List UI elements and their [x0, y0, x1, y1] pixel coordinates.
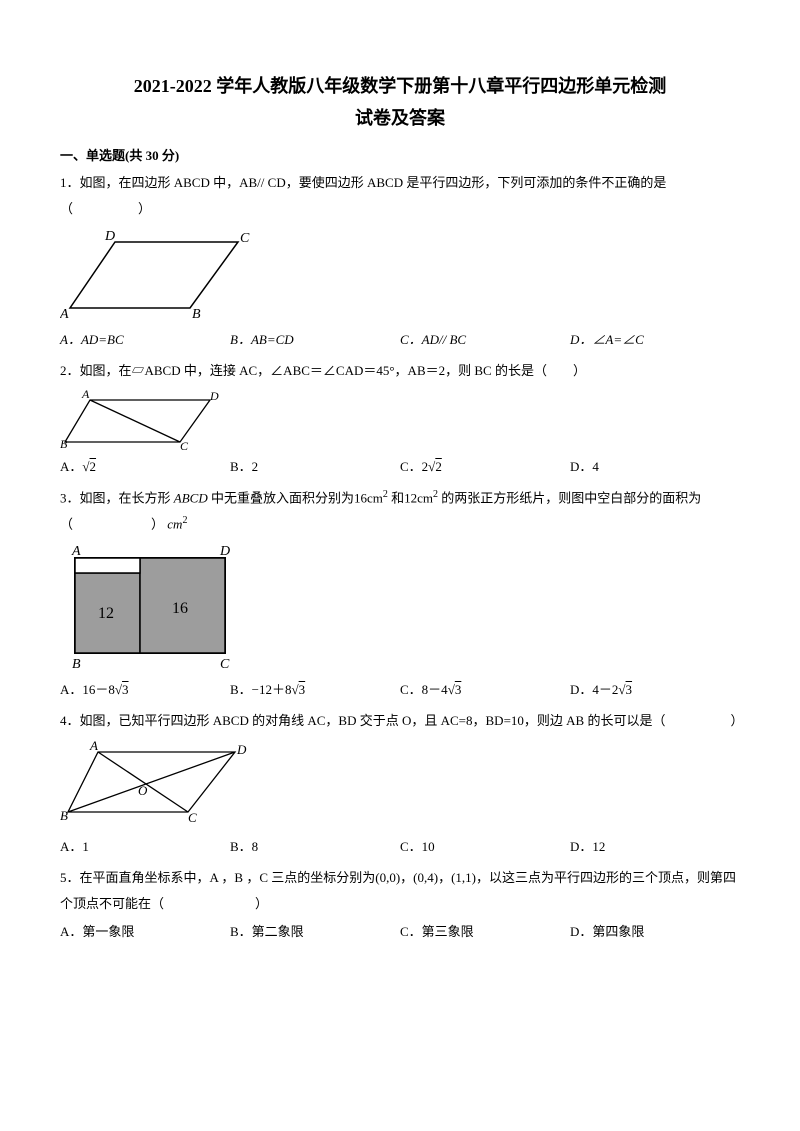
q3-B-p: B．	[230, 682, 252, 697]
q2-options: A．√2 B．2 C．2√2 D．4	[60, 456, 740, 475]
q1-optA: A．AD=BC	[60, 329, 230, 348]
q3-B-v: −12＋8	[252, 682, 292, 697]
q2-optB: B．2	[230, 456, 400, 475]
q1-optD: D．∠A=∠C	[570, 329, 740, 348]
q2-A-rad: 2	[90, 459, 97, 474]
svg-text:D: D	[209, 390, 219, 403]
q3-C-r: 3	[455, 682, 462, 697]
svg-text:C: C	[220, 657, 230, 672]
q2-text: 2．如图，在▱ABCD 中，连接 AC，∠ABC＝∠CAD＝45°，AB＝2，则…	[60, 358, 740, 384]
svg-text:B: B	[72, 657, 81, 672]
q2-optA: A．√2	[60, 456, 230, 475]
q5-options: A．第一象限 B．第二象限 C．第三象限 D．第四象限	[60, 921, 740, 940]
svg-text:A: A	[81, 390, 90, 401]
q2-optD: D．4	[570, 456, 740, 475]
q5-text: 5．在平面直角坐标系中，A ，B ，C 三点的坐标分别为(0,0)，(0,4)，…	[60, 865, 740, 917]
svg-text:A: A	[89, 740, 98, 753]
svg-text:B: B	[60, 437, 68, 450]
q3-abcd: ABCD	[174, 490, 208, 505]
q3-figure: 12 16 A D B C	[60, 543, 740, 673]
q4-figure: A D B C O	[60, 740, 740, 830]
q2-C-pre: C．2	[400, 459, 428, 474]
q3-mid1: 中无重叠放入面积分别为	[208, 490, 354, 505]
svg-text:C: C	[188, 810, 197, 825]
q3-v2: 12cm	[404, 490, 433, 505]
q2-optC: C．2√2	[400, 456, 570, 475]
q3-A-v: 16－8	[82, 682, 115, 697]
q3-C-p: C．	[400, 682, 422, 697]
svg-text:D: D	[236, 742, 247, 757]
q3-A-p: A．	[60, 682, 82, 697]
q4-optA: A．1	[60, 836, 230, 855]
svg-text:A: A	[71, 544, 81, 559]
q3-optD: D．4－2√3	[570, 679, 740, 698]
q3-D-p: D．	[570, 682, 592, 697]
title-line1: 2021-2022 学年人教版八年级数学下册第十八章平行四边形单元检测	[60, 70, 740, 102]
q3-pre: 3．如图，在长方形	[60, 490, 174, 505]
q3-unit: cm	[167, 516, 182, 531]
svg-text:A: A	[60, 307, 69, 322]
q1-text: 1．如图，在四边形 ABCD 中，AB// CD，要使四边形 ABCD 是平行四…	[60, 170, 740, 222]
title: 2021-2022 学年人教版八年级数学下册第十八章平行四边形单元检测 试卷及答…	[60, 70, 740, 135]
q3-optB: B．−12＋8√3	[230, 679, 400, 698]
q3-optC: C．8－4√3	[400, 679, 570, 698]
q1-options: A．AD=BC B．AB=CD C．AD// BC D．∠A=∠C	[60, 329, 740, 348]
q3-C-v: 8－4	[422, 682, 448, 697]
q2-C-rad: 2	[435, 459, 442, 474]
q3-D-r: 3	[626, 682, 633, 697]
q1-optC: C．AD// BC	[400, 329, 570, 348]
svg-text:C: C	[180, 439, 189, 450]
svg-text:12: 12	[98, 605, 114, 622]
svg-text:D: D	[104, 229, 115, 244]
q1-figure: A B C D	[60, 228, 740, 323]
q3-optA: A．16－8√3	[60, 679, 230, 698]
section-head: 一、单选题(共 30 分)	[60, 145, 740, 164]
q2-A-pre: A．	[60, 459, 82, 474]
q3-mid2: 和	[388, 490, 404, 505]
q3-v1: 16cm	[354, 490, 383, 505]
svg-text:O: O	[138, 783, 148, 798]
svg-text:16: 16	[172, 600, 188, 617]
svg-text:B: B	[60, 808, 68, 823]
q3-A-r: 3	[122, 682, 129, 697]
q4-text: 4．如图，已知平行四边形 ABCD 的对角线 AC，BD 交于点 O，且 AC=…	[60, 708, 740, 734]
q4-optD: D．12	[570, 836, 740, 855]
q4-optB: B．8	[230, 836, 400, 855]
q3-options: A．16－8√3 B．−12＋8√3 C．8－4√3 D．4－2√3	[60, 679, 740, 698]
q5-optD: D．第四象限	[570, 921, 740, 940]
title-line2: 试卷及答案	[60, 102, 740, 134]
q5-optA: A．第一象限	[60, 921, 230, 940]
q5-optB: B．第二象限	[230, 921, 400, 940]
q5-optC: C．第三象限	[400, 921, 570, 940]
q1-optB: B．AB=CD	[230, 329, 400, 348]
exam-page: 2021-2022 学年人教版八年级数学下册第十八章平行四边形单元检测 试卷及答…	[0, 0, 800, 1131]
svg-text:D: D	[219, 544, 230, 559]
q4-optC: C．10	[400, 836, 570, 855]
svg-text:C: C	[240, 231, 250, 246]
svg-text:B: B	[192, 307, 201, 322]
q3-text: 3．如图，在长方形 ABCD 中无重叠放入面积分别为16cm2 和12cm2 的…	[60, 485, 740, 538]
q4-options: A．1 B．8 C．10 D．12	[60, 836, 740, 855]
q2-figure: A D B C	[60, 390, 740, 450]
q3-B-r: 3	[299, 682, 306, 697]
q3-D-v: 4－2	[592, 682, 618, 697]
